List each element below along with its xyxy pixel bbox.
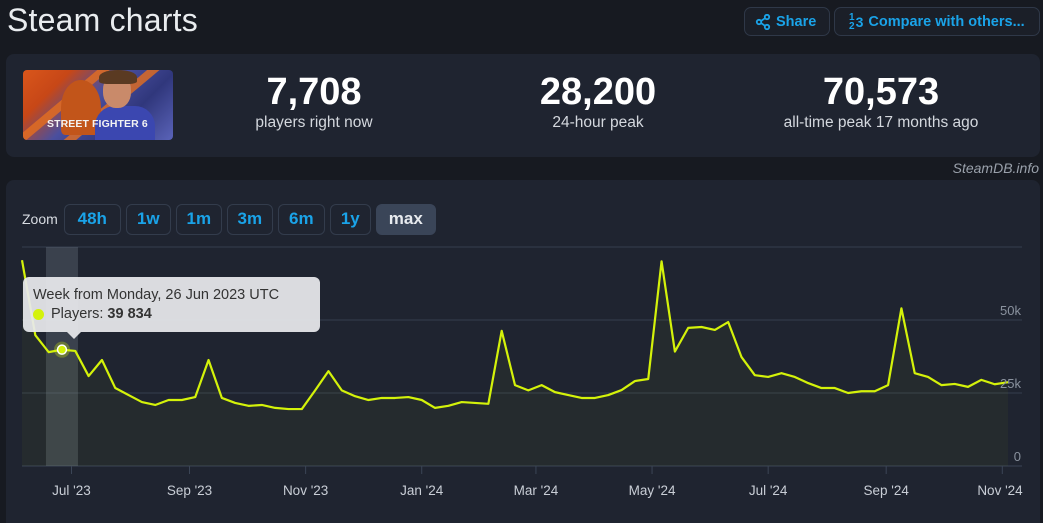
zoom-6m-button[interactable]: 6m bbox=[277, 203, 325, 235]
tooltip-row: Players: 39 834 bbox=[51, 306, 152, 322]
svg-text:Jul '23: Jul '23 bbox=[52, 483, 91, 498]
stat-value: 70,573 bbox=[822, 71, 940, 113]
svg-text:Sep '24: Sep '24 bbox=[863, 483, 909, 498]
svg-text:25k: 25k bbox=[1000, 376, 1021, 391]
svg-text:50k: 50k bbox=[1000, 303, 1021, 318]
stat-value: 28,200 bbox=[539, 71, 657, 113]
stat-24h-peak: 28,200 24-hour peak bbox=[498, 70, 698, 132]
svg-text:Sep '23: Sep '23 bbox=[167, 483, 212, 498]
zoom-1y-button[interactable]: 1y bbox=[329, 203, 371, 235]
game-logo-text: STREET FIGHTER 6 bbox=[47, 118, 148, 130]
stat-value: 7,708 bbox=[266, 71, 362, 113]
game-cover-image[interactable]: STREET FIGHTER 6 bbox=[23, 70, 173, 140]
zoom-1m-button[interactable]: 1m bbox=[175, 203, 222, 235]
svg-text:Jul '24: Jul '24 bbox=[749, 483, 788, 498]
share-icon bbox=[755, 13, 771, 30]
svg-text:Nov '24: Nov '24 bbox=[977, 483, 1023, 498]
share-button[interactable]: Share bbox=[744, 7, 830, 36]
zoom-label: Zoom bbox=[22, 211, 58, 227]
compare-label: Compare with others... bbox=[868, 13, 1025, 30]
chart-tooltip: Week from Monday, 26 Jun 2023 UTC Player… bbox=[23, 277, 320, 339]
stat-label: players right now bbox=[255, 114, 373, 131]
svg-text:Jan '24: Jan '24 bbox=[400, 483, 444, 498]
tooltip-arrow bbox=[67, 332, 81, 339]
zoom-max-button[interactable]: max bbox=[375, 203, 436, 235]
svg-text:Mar '24: Mar '24 bbox=[514, 483, 559, 498]
tooltip-value: 39 834 bbox=[107, 306, 152, 322]
tooltip-title: Week from Monday, 26 Jun 2023 UTC bbox=[33, 287, 280, 303]
page-title: Steam charts bbox=[7, 2, 198, 38]
share-label: Share bbox=[776, 13, 817, 30]
svg-text:Nov '23: Nov '23 bbox=[283, 483, 328, 498]
stat-label: 24-hour peak bbox=[552, 114, 644, 131]
svg-text:0: 0 bbox=[1014, 449, 1021, 464]
stat-label: all-time peak 17 months ago bbox=[783, 114, 979, 131]
zoom-3m-button[interactable]: 3m bbox=[226, 203, 273, 235]
zoom-1w-button[interactable]: 1w bbox=[125, 203, 171, 235]
stats-panel: STREET FIGHTER 6 7,708 players right now… bbox=[6, 54, 1040, 157]
stat-players-now: 7,708 players right now bbox=[214, 70, 414, 132]
svg-text:May '24: May '24 bbox=[629, 483, 676, 498]
steamdb-watermark[interactable]: SteamDB.info bbox=[952, 160, 1039, 176]
series-marker-icon bbox=[33, 309, 44, 320]
stat-all-time-peak: 70,573 all-time peak 17 months ago bbox=[756, 70, 1006, 132]
zoom-48h-button[interactable]: 48h bbox=[63, 203, 121, 235]
zoom-range-selector: Zoom 48h 1w 1m 3m 6m 1y max bbox=[22, 203, 441, 235]
